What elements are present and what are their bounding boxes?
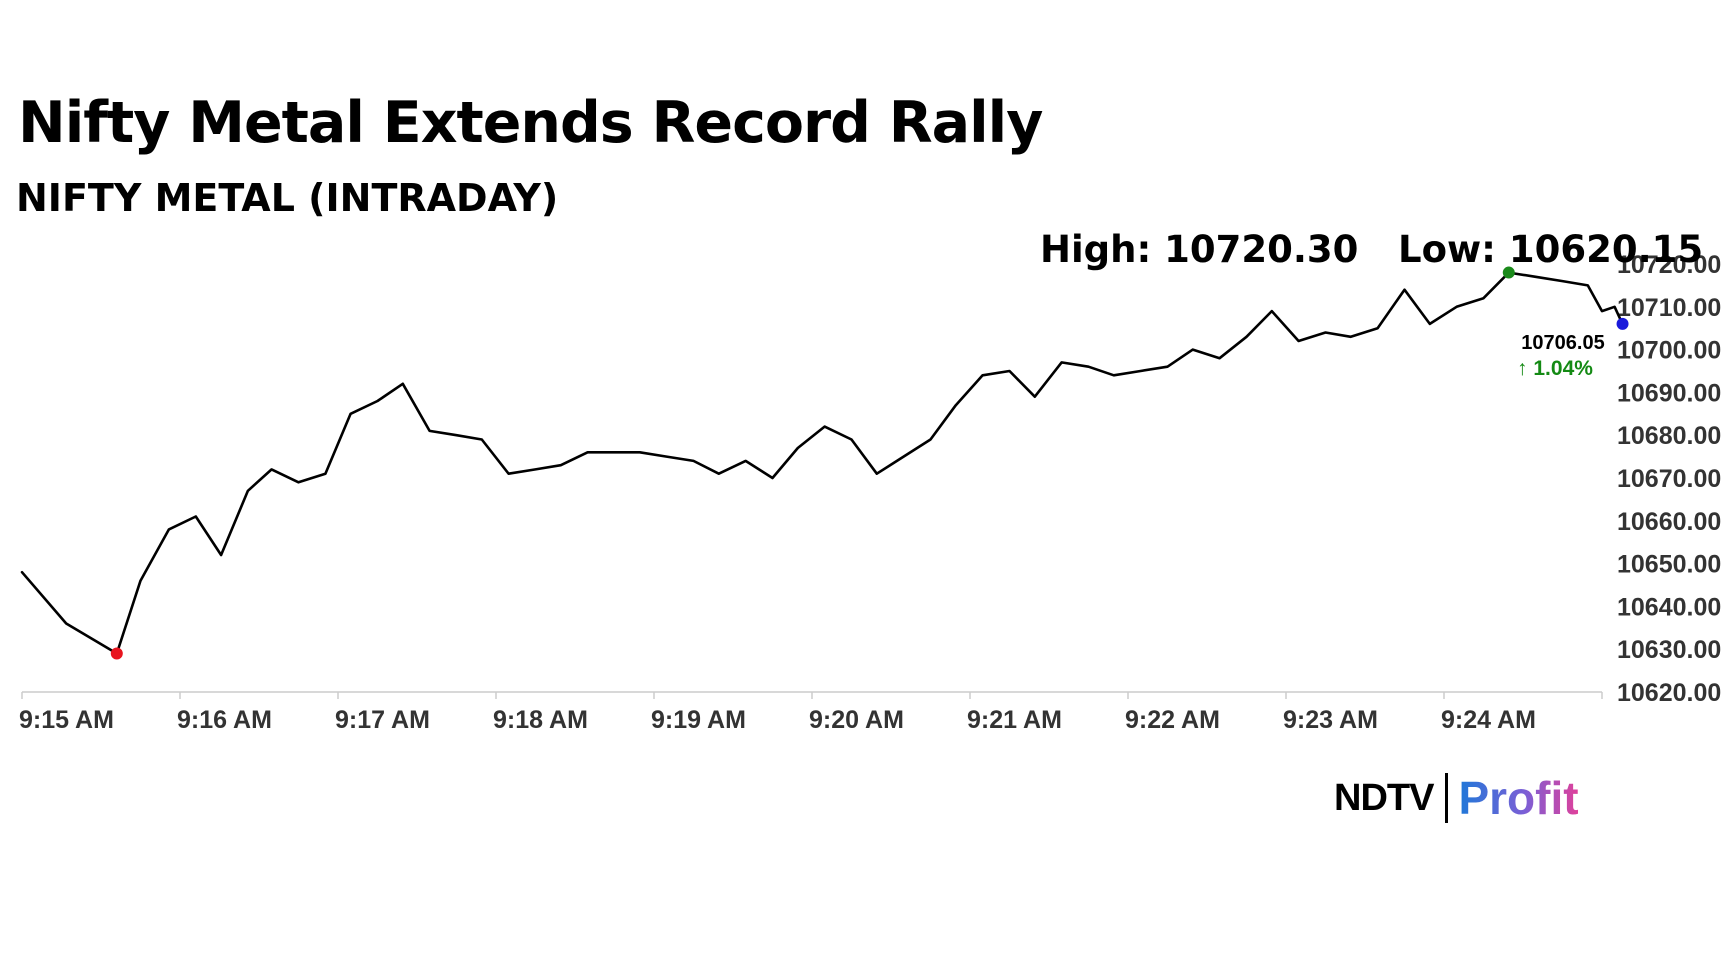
- high-label: High: 10720.30: [1040, 228, 1359, 271]
- ndtv-profit-logo: NDTV Profit: [1334, 770, 1579, 826]
- y-tick-label: 10720.00: [1617, 251, 1721, 279]
- y-tick-label: 10660.00: [1617, 508, 1721, 536]
- low-marker: [110, 647, 123, 660]
- x-tick-label: 9:15 AM: [19, 706, 114, 734]
- x-tick-label: 9:18 AM: [493, 706, 588, 734]
- x-tick-label: 9:23 AM: [1283, 706, 1378, 734]
- y-tick-label: 10670.00: [1617, 465, 1721, 493]
- logo-brand: NDTV: [1334, 776, 1434, 819]
- chart-title: Nifty Metal Extends Record Rally: [18, 90, 1043, 156]
- change-label: ↑ 1.04%: [1517, 357, 1593, 380]
- y-tick-label: 10680.00: [1617, 422, 1721, 450]
- last-value-label: 10706.05: [1521, 332, 1604, 354]
- y-axis: 10720.00 10710.00 10700.00 10690.00 10680.00…: [1617, 251, 1721, 707]
- x-tick-label: 9:20 AM: [809, 706, 904, 734]
- y-tick-label: 10650.00: [1617, 551, 1721, 579]
- last-marker: [1616, 317, 1629, 330]
- x-tick-label: 9:17 AM: [335, 706, 430, 734]
- logo-divider: [1445, 773, 1449, 823]
- price-line: [20, 271, 1624, 655]
- y-tick-label: 10630.00: [1617, 636, 1721, 664]
- y-tick-label: 10690.00: [1617, 379, 1721, 407]
- high-marker: [1502, 266, 1515, 279]
- x-tick-label: 9:21 AM: [967, 706, 1062, 734]
- x-tick-label: 9:24 AM: [1441, 706, 1536, 734]
- logo-product: Profit: [1458, 772, 1579, 824]
- x-axis: 9:15 AM 9:16 AM 9:17 AM 9:18 AM 9:19 AM 9:20 …: [19, 691, 1603, 734]
- y-tick-label: 10710.00: [1617, 294, 1721, 322]
- low-label: Low: 10620.15: [1398, 228, 1704, 271]
- x-tick-label: 9:19 AM: [651, 706, 746, 734]
- x-tick-label: 9:16 AM: [177, 706, 272, 734]
- y-tick-label: 10700.00: [1617, 337, 1721, 365]
- x-tick-label: 9:22 AM: [1125, 706, 1220, 734]
- chart-subtitle: NIFTY METAL (INTRADAY): [16, 176, 559, 220]
- y-tick-label: 10640.00: [1617, 593, 1721, 621]
- y-tick-label: 10620.00: [1617, 679, 1721, 707]
